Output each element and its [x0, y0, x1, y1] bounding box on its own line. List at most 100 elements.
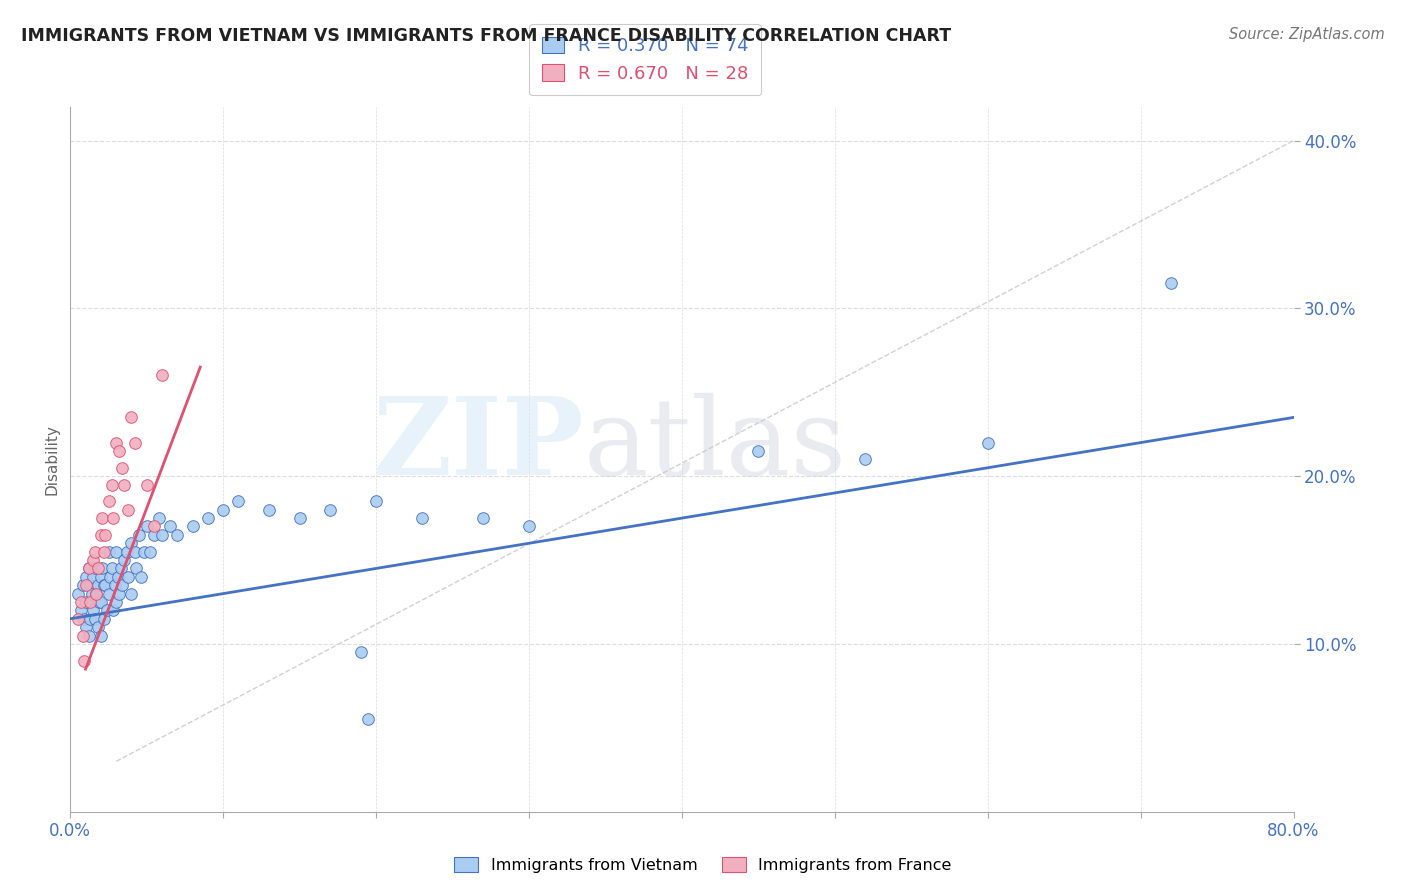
Point — [75, 570, 97, 584]
Point — [84, 586, 107, 600]
Point — [82, 570, 104, 584]
Point — [97, 586, 120, 600]
Text: IMMIGRANTS FROM VIETNAM VS IMMIGRANTS FROM FRANCE DISABILITY CORRELATION CHART: IMMIGRANTS FROM VIETNAM VS IMMIGRANTS FR… — [21, 27, 952, 45]
Point — [91, 561, 114, 575]
Legend: Immigrants from Vietnam, Immigrants from France: Immigrants from Vietnam, Immigrants from… — [449, 851, 957, 880]
Point — [100, 561, 122, 575]
Point — [82, 603, 104, 617]
Point — [89, 595, 111, 609]
Point — [121, 536, 143, 550]
Point — [108, 586, 131, 600]
Point — [111, 460, 134, 475]
Point — [117, 502, 139, 516]
Text: atlas: atlas — [583, 392, 846, 498]
Point — [104, 578, 127, 592]
Point — [72, 629, 94, 643]
Point — [181, 519, 204, 533]
Point — [87, 620, 110, 634]
Text: Source: ZipAtlas.com: Source: ZipAtlas.com — [1229, 27, 1385, 42]
Point — [93, 578, 115, 592]
Point — [83, 544, 105, 558]
Point — [101, 511, 124, 525]
Point — [90, 595, 112, 609]
Point — [132, 544, 155, 558]
Point — [90, 528, 112, 542]
Point — [79, 578, 101, 592]
Point — [197, 511, 219, 525]
Point — [150, 528, 173, 542]
Point — [108, 444, 131, 458]
Point — [124, 544, 146, 558]
Point — [100, 477, 122, 491]
Point — [143, 528, 166, 542]
Y-axis label: Disability: Disability — [44, 424, 59, 495]
Point — [148, 511, 170, 525]
Point — [90, 629, 112, 643]
Point — [93, 544, 115, 558]
Point — [80, 586, 103, 600]
Point — [357, 713, 380, 727]
Point — [139, 544, 162, 558]
Point — [159, 519, 181, 533]
Point — [87, 561, 110, 575]
Point — [350, 645, 373, 659]
Text: ZIP: ZIP — [373, 392, 583, 499]
Point — [94, 528, 117, 542]
Point — [77, 629, 100, 643]
Point — [82, 553, 104, 567]
Point — [319, 502, 342, 516]
Point — [75, 620, 97, 634]
Point — [166, 528, 188, 542]
Point — [112, 477, 135, 491]
Point — [83, 612, 105, 626]
Point — [257, 502, 280, 516]
Point — [79, 595, 101, 609]
Point — [101, 603, 124, 617]
Point — [472, 511, 495, 525]
Point — [72, 578, 94, 592]
Point — [105, 435, 128, 450]
Point — [143, 519, 166, 533]
Point — [97, 544, 120, 558]
Point — [855, 452, 877, 467]
Point — [121, 410, 143, 425]
Point — [135, 477, 157, 491]
Point — [110, 561, 132, 575]
Point — [976, 435, 998, 450]
Point — [70, 595, 93, 609]
Point — [70, 603, 93, 617]
Point — [125, 561, 148, 575]
Point — [91, 511, 114, 525]
Point — [124, 435, 146, 450]
Point — [112, 553, 135, 567]
Point — [105, 595, 128, 609]
Point — [87, 578, 110, 592]
Point — [75, 578, 97, 592]
Point — [111, 578, 134, 592]
Point — [121, 586, 143, 600]
Point — [73, 654, 96, 668]
Point — [1160, 277, 1182, 291]
Point — [84, 586, 107, 600]
Point — [747, 444, 769, 458]
Point — [411, 511, 433, 525]
Point — [66, 612, 89, 626]
Point — [90, 570, 112, 584]
Point — [129, 570, 152, 584]
Point — [212, 502, 235, 516]
Point — [105, 544, 128, 558]
Point — [66, 586, 89, 600]
Point — [366, 494, 388, 508]
Point — [94, 578, 117, 592]
Point — [115, 544, 138, 558]
Point — [79, 612, 101, 626]
Point — [135, 519, 157, 533]
Point — [128, 528, 150, 542]
Point — [288, 511, 311, 525]
Point — [96, 603, 118, 617]
Point — [77, 561, 100, 575]
Point — [83, 561, 105, 575]
Point — [75, 595, 97, 609]
Point — [77, 561, 100, 575]
Legend: R = 0.370   N = 74, R = 0.670   N = 28: R = 0.370 N = 74, R = 0.670 N = 28 — [529, 24, 761, 95]
